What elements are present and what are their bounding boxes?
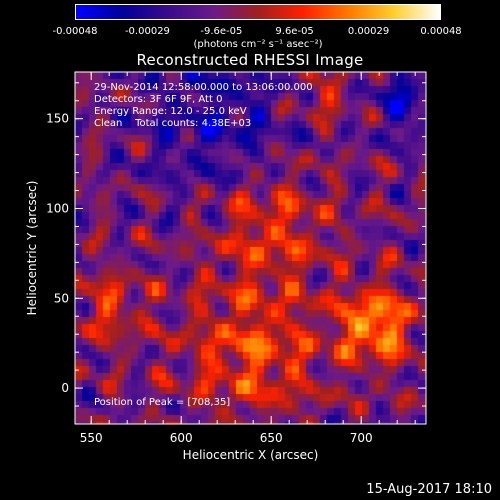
colorbar-tick-label: -0.00048: [52, 26, 98, 37]
info-energy-range: Energy Range: 12.0 - 25.0 keV: [94, 106, 247, 117]
y-axis-label: Heliocentric Y (arcsec): [25, 181, 39, 316]
x-axis-label: Heliocentric X (arcsec): [183, 448, 319, 462]
x-tick-label: 600: [170, 431, 193, 445]
colorbar-tick-label: -0.00029: [124, 26, 170, 37]
plot-frame: [74, 71, 427, 425]
info-total-counts: Clean Total counts: 4.38E+03: [94, 118, 252, 129]
info-time-range: 29-Nov-2014 12:58:00.000 to 13:06:00.000: [94, 82, 313, 93]
y-tick-label: 50: [54, 291, 69, 305]
chart-title: Reconstructed RHESSI Image: [136, 51, 364, 69]
footer-date: 15-Aug-2017 18:10: [366, 482, 492, 497]
colorbar: [75, 4, 441, 20]
y-tick-label: 0: [61, 381, 69, 395]
info-detectors: Detectors: 3F 6F 9F, Att 0: [94, 94, 223, 105]
x-tick-label: 550: [80, 431, 103, 445]
x-tick-label: 650: [260, 431, 283, 445]
colorbar-tick-label: 0.00029: [347, 26, 390, 37]
peak-position-label: Position of Peak = [708,35]: [94, 397, 231, 408]
x-tick-label: 700: [350, 431, 373, 445]
colorbar-unit-label: (photons cm⁻² s⁻¹ asec⁻²): [193, 39, 323, 50]
colorbar-tick-label: -9.6e-05: [200, 26, 243, 37]
colorbar-tick-label: 9.6e-05: [275, 26, 314, 37]
y-tick-label: 150: [46, 112, 69, 126]
y-tick-label: 100: [46, 201, 69, 215]
colorbar-tick-label: 0.00048: [420, 26, 462, 37]
heatmap-image: [75, 72, 426, 424]
